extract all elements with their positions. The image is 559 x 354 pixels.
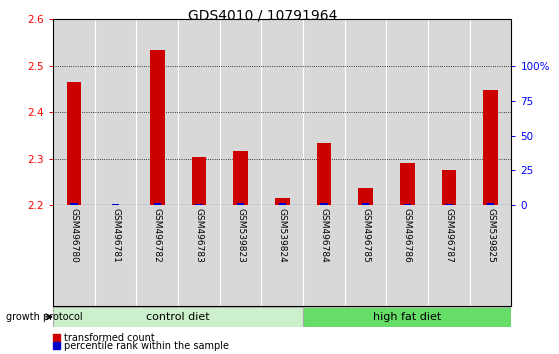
Text: GSM496787: GSM496787 (444, 209, 453, 263)
Bar (303, 205, 345, 306)
Bar (53, 205, 95, 306)
Bar (303, 19, 345, 205)
FancyBboxPatch shape (53, 307, 303, 327)
FancyBboxPatch shape (303, 307, 511, 327)
Bar (278, 202, 286, 205)
Bar (275, 198, 290, 205)
Bar (428, 205, 470, 306)
Bar (150, 50, 164, 205)
Bar (386, 19, 428, 205)
Bar (262, 205, 303, 306)
Bar (470, 19, 511, 205)
Bar (316, 143, 331, 205)
Text: GSM496783: GSM496783 (195, 209, 203, 263)
Text: GSM496785: GSM496785 (361, 209, 370, 263)
Bar (237, 202, 244, 205)
Bar (53, 19, 95, 205)
Bar (192, 156, 206, 205)
Bar (136, 205, 178, 306)
Bar (95, 19, 136, 205)
Bar (362, 202, 369, 205)
Bar (400, 162, 415, 205)
Text: GSM496782: GSM496782 (153, 209, 162, 263)
Bar (70, 202, 78, 205)
Text: GSM496784: GSM496784 (319, 209, 329, 263)
Text: GSM539825: GSM539825 (486, 209, 495, 263)
Bar (154, 202, 161, 205)
Bar (487, 202, 494, 205)
Text: GSM496786: GSM496786 (403, 209, 412, 263)
Bar (470, 205, 511, 306)
Text: GSM539824: GSM539824 (278, 209, 287, 263)
Bar (345, 205, 386, 306)
Bar (262, 19, 303, 205)
Bar (404, 204, 411, 205)
Bar (442, 171, 456, 205)
Text: percentile rank within the sample: percentile rank within the sample (64, 341, 229, 351)
Bar (386, 205, 428, 306)
Bar (112, 204, 120, 205)
Text: GDS4010 / 10791964: GDS4010 / 10791964 (188, 9, 338, 23)
Bar (67, 82, 81, 205)
Bar (358, 188, 373, 205)
Bar (428, 19, 470, 205)
Bar (484, 90, 498, 205)
Bar (220, 205, 262, 306)
Bar (320, 202, 328, 205)
Bar (445, 204, 453, 205)
Text: GSM539823: GSM539823 (236, 209, 245, 263)
Bar (178, 205, 220, 306)
Text: GSM496780: GSM496780 (69, 209, 78, 263)
Bar (95, 205, 136, 306)
Text: transformed count: transformed count (64, 333, 155, 343)
Bar (220, 19, 262, 205)
Bar (136, 19, 178, 205)
Bar (233, 151, 248, 205)
Text: GSM496781: GSM496781 (111, 209, 120, 263)
Bar (195, 204, 203, 205)
Text: growth protocol: growth protocol (6, 312, 82, 322)
Text: high fat diet: high fat diet (373, 312, 442, 322)
Bar (345, 19, 386, 205)
Text: control diet: control diet (146, 312, 210, 322)
Bar (178, 19, 220, 205)
